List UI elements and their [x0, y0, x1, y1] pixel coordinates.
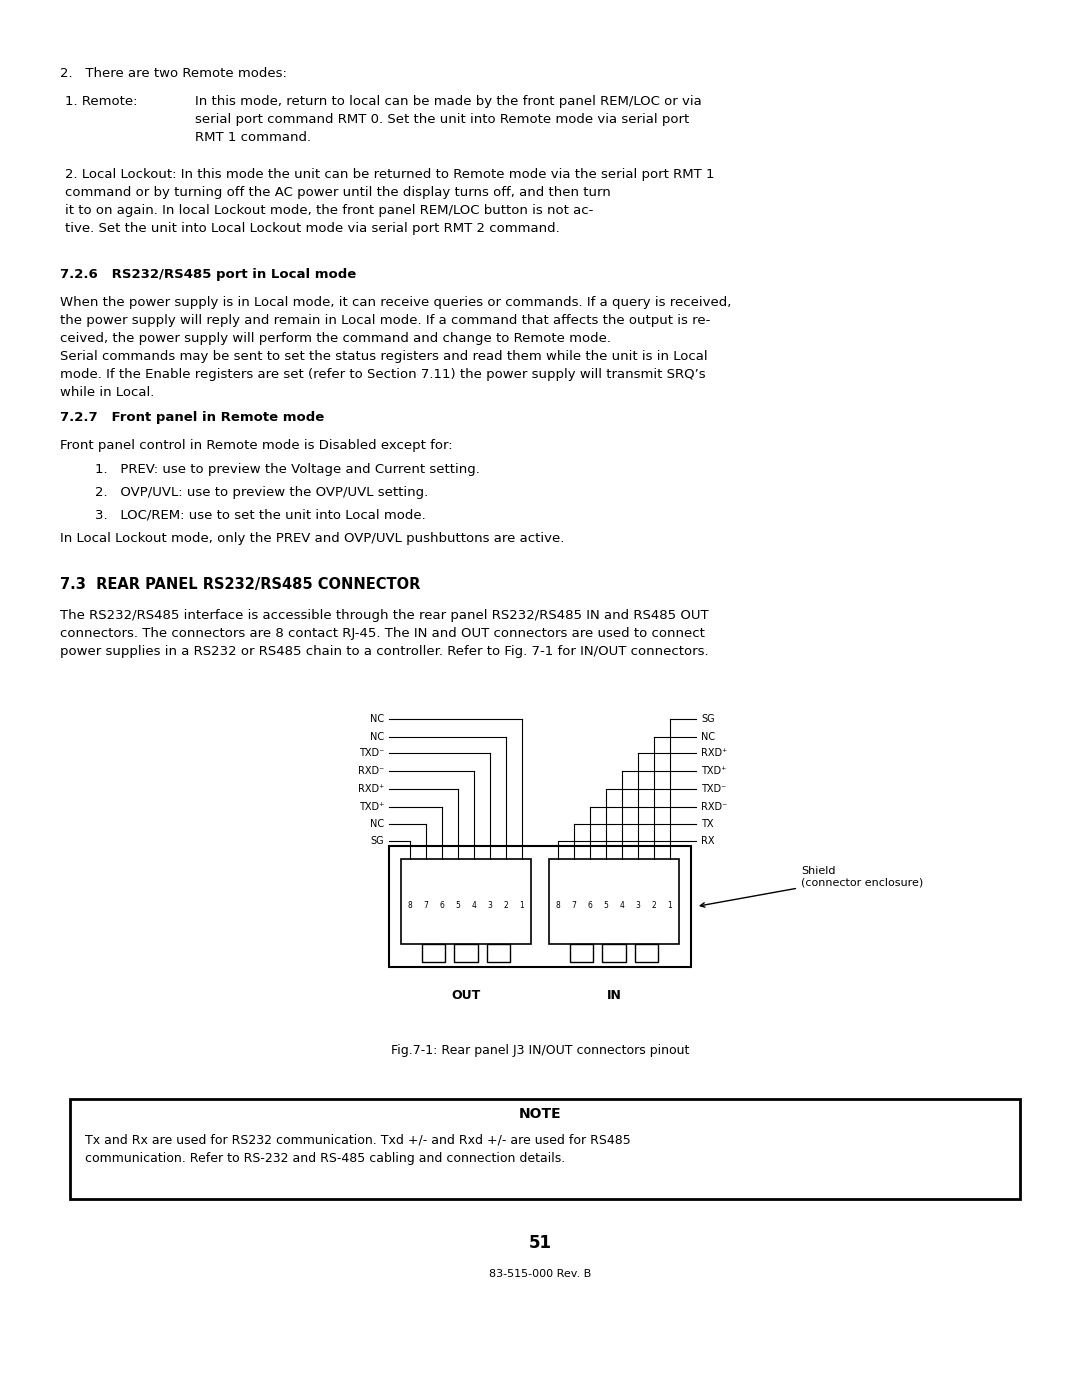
Text: 1: 1	[519, 901, 525, 911]
Text: 8: 8	[555, 901, 561, 911]
Text: NC: NC	[369, 732, 384, 742]
Text: When the power supply is in Local mode, it can receive queries or commands. If a: When the power supply is in Local mode, …	[60, 296, 731, 400]
Text: 6: 6	[440, 901, 445, 911]
Text: Tx and Rx are used for RS232 communication. Txd +/- and Rxd +/- are used for RS4: Tx and Rx are used for RS232 communicati…	[85, 1134, 631, 1165]
Text: 1: 1	[667, 901, 673, 911]
Text: NC: NC	[369, 819, 384, 828]
Text: 7.2.6   RS232/RS485 port in Local mode: 7.2.6 RS232/RS485 port in Local mode	[60, 268, 356, 281]
Text: 6: 6	[588, 901, 593, 911]
Text: TXD⁺: TXD⁺	[359, 802, 384, 812]
Text: 7: 7	[423, 901, 429, 911]
Text: RXD⁺: RXD⁺	[701, 747, 727, 759]
Bar	[487, 944, 511, 963]
Bar	[569, 944, 593, 963]
Bar	[421, 944, 445, 963]
Text: 1. Remote:: 1. Remote:	[65, 95, 137, 108]
Text: 1.   PREV: use to preview the Voltage and Current setting.: 1. PREV: use to preview the Voltage and …	[95, 462, 480, 476]
Text: 3: 3	[487, 901, 492, 911]
Text: 4: 4	[472, 901, 476, 911]
Bar	[401, 859, 531, 944]
Text: NC: NC	[369, 714, 384, 724]
Bar	[635, 944, 659, 963]
Text: 3.   LOC/REM: use to set the unit into Local mode.: 3. LOC/REM: use to set the unit into Loc…	[95, 509, 426, 522]
Text: 7.2.7   Front panel in Remote mode: 7.2.7 Front panel in Remote mode	[60, 411, 324, 425]
Text: 5: 5	[604, 901, 608, 911]
Text: 2.   OVP/UVL: use to preview the OVP/UVL setting.: 2. OVP/UVL: use to preview the OVP/UVL s…	[95, 486, 429, 499]
Text: 7: 7	[571, 901, 577, 911]
Text: SG: SG	[701, 714, 715, 724]
Text: In Local Lockout mode, only the PREV and OVP/UVL pushbuttons are active.: In Local Lockout mode, only the PREV and…	[60, 532, 565, 545]
Text: 2.   There are two Remote modes:: 2. There are two Remote modes:	[60, 67, 287, 80]
Text: 2: 2	[503, 901, 509, 911]
Text: 2: 2	[651, 901, 657, 911]
Text: 4: 4	[620, 901, 624, 911]
Text: NC: NC	[701, 732, 715, 742]
Text: NOTE: NOTE	[518, 1106, 562, 1120]
Bar	[70, 1099, 1020, 1199]
Bar	[455, 944, 477, 963]
Bar	[549, 859, 679, 944]
Text: 5: 5	[456, 901, 460, 911]
Text: In this mode, return to local can be made by the front panel REM/LOC or via
seri: In this mode, return to local can be mad…	[195, 95, 702, 144]
Text: Shield
(connector enclosure): Shield (connector enclosure)	[700, 866, 923, 907]
Text: RXD⁻: RXD⁻	[357, 766, 384, 775]
Text: 2. Local Lockout: In this mode the unit can be returned to Remote mode via the s: 2. Local Lockout: In this mode the unit …	[65, 168, 715, 235]
Text: 7.3  REAR PANEL RS232/RS485 CONNECTOR: 7.3 REAR PANEL RS232/RS485 CONNECTOR	[60, 577, 420, 592]
Text: RXD⁺: RXD⁺	[357, 784, 384, 793]
Text: The RS232/RS485 interface is accessible through the rear panel RS232/RS485 IN an: The RS232/RS485 interface is accessible …	[60, 609, 708, 658]
Text: TXD⁻: TXD⁻	[359, 747, 384, 759]
Text: 83-515-000 Rev. B: 83-515-000 Rev. B	[489, 1268, 591, 1280]
Text: IN: IN	[607, 989, 621, 1002]
Text: RX: RX	[701, 835, 715, 847]
Text: RXD⁻: RXD⁻	[701, 802, 727, 812]
Text: OUT: OUT	[451, 989, 481, 1002]
Text: 3: 3	[635, 901, 640, 911]
Text: Fig.7-1: Rear panel J3 IN/OUT connectors pinout: Fig.7-1: Rear panel J3 IN/OUT connectors…	[391, 1044, 689, 1058]
Text: TX: TX	[701, 819, 714, 828]
Bar	[603, 944, 625, 963]
Text: 8: 8	[407, 901, 413, 911]
Text: 51: 51	[528, 1234, 552, 1252]
Text: SG: SG	[370, 835, 384, 847]
Text: TXD⁺: TXD⁺	[701, 766, 727, 775]
Bar	[389, 847, 691, 967]
Text: Front panel control in Remote mode is Disabled except for:: Front panel control in Remote mode is Di…	[60, 439, 453, 453]
Text: TXD⁻: TXD⁻	[701, 784, 726, 793]
